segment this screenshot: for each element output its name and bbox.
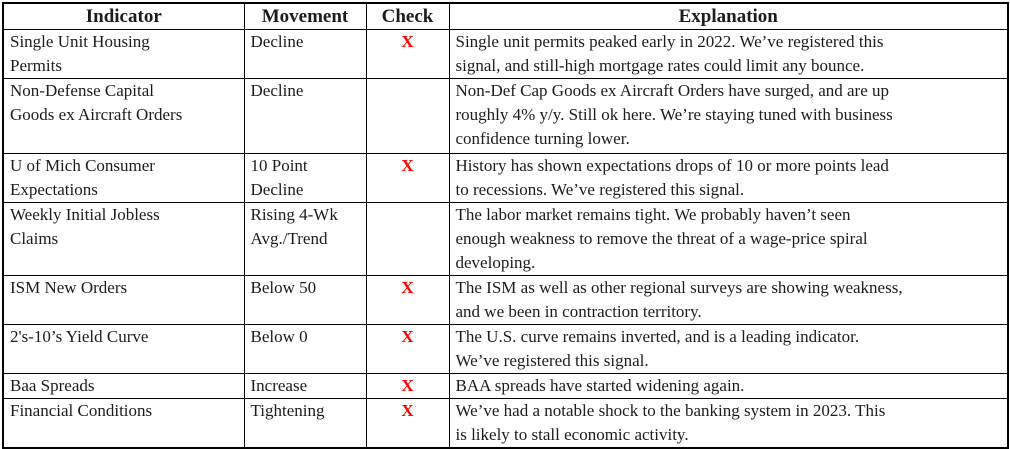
header-indicator: Indicator xyxy=(2,2,245,30)
table-row: Non-Defense Capital Goods ex Aircraft Or… xyxy=(2,78,1009,154)
table-body: Single Unit Housing Permits Decline X Si… xyxy=(2,29,1009,449)
header-check: Check xyxy=(365,2,450,30)
explanation-cell: Non-Def Cap Goods ex Aircraft Orders hav… xyxy=(448,78,1009,154)
check-mark: X xyxy=(365,398,450,449)
movement-cell: Increase xyxy=(243,373,367,399)
explanation-cell: The ISM as well as other regional survey… xyxy=(448,275,1009,325)
movement-cell: Rising 4-Wk Avg./Trend xyxy=(243,202,367,276)
check-mark: X xyxy=(365,324,450,374)
explanation-cell: BAA spreads have started widening again. xyxy=(448,373,1009,399)
table-row: 2's-10’s Yield Curve Below 0 X The U.S. … xyxy=(2,324,1009,374)
indicator-cell: ISM New Orders xyxy=(2,275,245,325)
check-mark: X xyxy=(365,373,450,399)
header-row: Indicator Movement Check Explanation xyxy=(2,2,1009,30)
check-mark xyxy=(365,78,450,154)
movement-cell: Decline xyxy=(243,78,367,154)
explanation-cell: The U.S. curve remains inverted, and is … xyxy=(448,324,1009,374)
explanation-cell: We’ve had a notable shock to the banking… xyxy=(448,398,1009,449)
explanation-cell: History has shown expectations drops of … xyxy=(448,153,1009,203)
indicator-cell: Single Unit Housing Permits xyxy=(2,29,245,79)
table-row: Financial Conditions Tightening X We’ve … xyxy=(2,398,1009,449)
header-movement: Movement xyxy=(243,2,367,30)
header-explanation: Explanation xyxy=(448,2,1009,30)
movement-cell: Decline xyxy=(243,29,367,79)
check-mark: X xyxy=(365,29,450,79)
table-row: Weekly Initial Jobless Claims Rising 4-W… xyxy=(2,202,1009,276)
table-row: Baa Spreads Increase X BAA spreads have … xyxy=(2,373,1009,399)
indicator-cell: Weekly Initial Jobless Claims xyxy=(2,202,245,276)
explanation-cell: Single unit permits peaked early in 2022… xyxy=(448,29,1009,79)
movement-cell: 10 Point Decline xyxy=(243,153,367,203)
indicator-cell: Financial Conditions xyxy=(2,398,245,449)
check-mark: X xyxy=(365,275,450,325)
movement-cell: Below 50 xyxy=(243,275,367,325)
explanation-cell: The labor market remains tight. We proba… xyxy=(448,202,1009,276)
indicator-cell: U of Mich Consumer Expectations xyxy=(2,153,245,203)
check-mark xyxy=(365,202,450,276)
indicator-cell: Non-Defense Capital Goods ex Aircraft Or… xyxy=(2,78,245,154)
table-row: ISM New Orders Below 50 X The ISM as wel… xyxy=(2,275,1009,325)
table-row: U of Mich Consumer Expectations 10 Point… xyxy=(2,153,1009,203)
movement-cell: Tightening xyxy=(243,398,367,449)
indicator-cell: Baa Spreads xyxy=(2,373,245,399)
movement-cell: Below 0 xyxy=(243,324,367,374)
table-row: Single Unit Housing Permits Decline X Si… xyxy=(2,29,1009,79)
check-mark: X xyxy=(365,153,450,203)
indicator-cell: 2's-10’s Yield Curve xyxy=(2,324,245,374)
